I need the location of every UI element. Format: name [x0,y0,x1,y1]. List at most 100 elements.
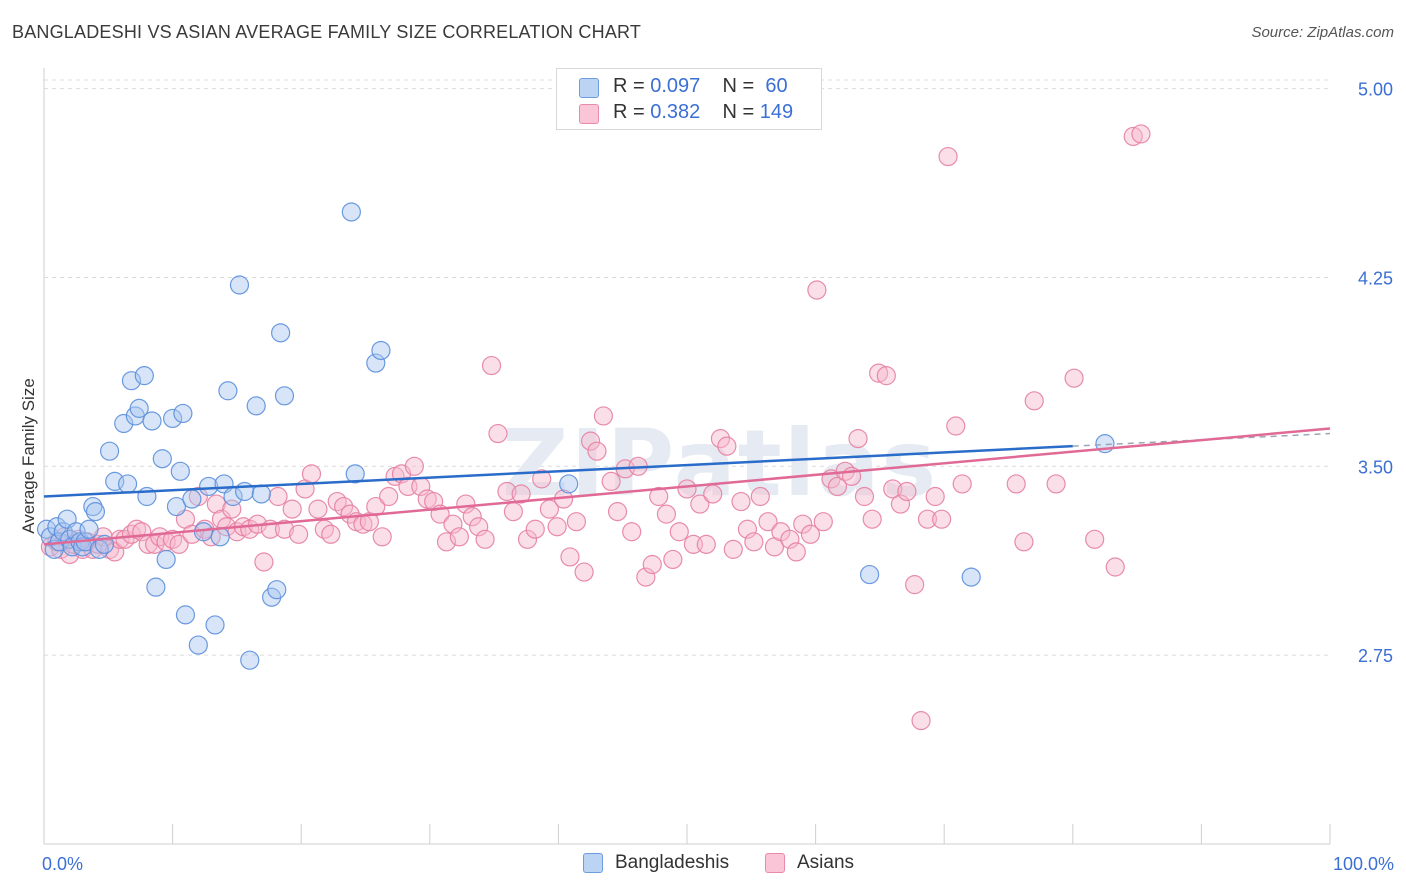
asians-point [731,491,751,512]
bangladeshis-trend-extension [1072,432,1331,447]
asians-point [669,522,689,542]
asians-point [169,534,189,554]
asians-point [475,529,495,549]
asians-point [862,509,882,529]
asians-point [1105,557,1125,577]
y-tick-label: 2.75 [1358,646,1393,666]
asians-point [289,524,309,544]
asians-point [268,486,288,507]
asians-point [574,562,594,582]
asians-point [607,502,628,522]
asians-point [663,549,683,570]
trend-lines [43,427,1331,546]
asians-point [449,527,469,547]
asians-point [525,519,545,539]
bangladeshis-point [559,474,579,494]
asians-point [869,363,889,383]
asians-point [813,512,833,532]
asians-point [308,499,328,519]
bangladeshis-point [121,371,142,391]
asians-point [1085,529,1105,549]
bangladeshis-point [134,366,154,386]
y-tick-label: 3.50 [1358,457,1393,477]
bangladeshis-point [199,476,219,497]
asians-point [488,423,508,444]
bangladeshis-point [129,398,149,418]
asians-point [1006,474,1026,494]
asians-point [580,431,601,451]
asians-point [593,406,614,426]
bangladeshis-point [146,577,166,597]
bangladeshis-point [860,564,880,585]
asians-point [443,514,463,534]
asians-point [274,519,295,539]
y-tick-label: 5.00 [1358,80,1393,100]
bangladeshis-point [251,484,271,504]
asians-point [737,519,758,539]
asians-point [1046,474,1066,494]
asians-point [539,499,559,519]
bangladeshis-point [229,275,250,295]
asians-point [1064,368,1084,388]
asians-point [854,486,875,507]
bangladeshis-point [47,517,67,537]
asians-points [40,124,1151,731]
chart-title: BANGLADESHI VS ASIAN AVERAGE FAMILY SIZE… [12,22,642,42]
bangladeshis-point [170,461,190,481]
bangladeshis-point [210,527,230,547]
bangladeshis-trend-line [43,444,1073,498]
bangladeshis-point [267,580,287,600]
asians-point [436,532,457,552]
asians-point [547,517,567,537]
legend-r-label: R = [613,101,645,123]
legend-label-bangladeshis: Bangladeshis [615,852,730,873]
y-tick-label: 4.25 [1358,268,1393,288]
source-label: Source: ZipAtlas.com [1251,24,1394,41]
asians-point [911,711,931,731]
asians-point [827,476,848,497]
legend-n-value: 60 [765,75,788,97]
bangladeshis-point [163,408,183,429]
asians-point [1131,124,1151,144]
asians-point [206,494,226,514]
asians-point [649,486,669,507]
bangladeshis-point [117,474,138,494]
asians-point [946,416,966,436]
asians-point [334,496,354,517]
y-axis-label: Average Family Size [19,378,38,534]
asians-point [163,529,183,549]
asians-point [517,529,538,549]
asians-point [372,527,392,547]
asians-point [917,509,938,529]
asians-point [938,146,958,167]
bangladeshis-points [36,202,1115,670]
bangladeshis-point [274,386,295,406]
asians-point [1123,126,1143,147]
y-tick-labels: 2.75 3.50 4.25 5.00 [1358,80,1393,667]
asians-point [677,479,697,499]
asians-point [1024,391,1044,411]
asians-point [703,484,723,504]
asians-point [793,514,813,534]
asians-point [1014,532,1034,552]
axes [43,68,1331,845]
x-tick-label-max: 100.0% [1333,854,1394,874]
bangladeshis-point [246,396,266,416]
asians-point [424,491,444,512]
bangladeshis-point [271,323,291,343]
asians-point [876,366,896,386]
asians-point [848,428,868,449]
bangladeshis-point [114,413,134,434]
bangladeshis-point [240,650,260,670]
asians-point [758,512,778,532]
bangladeshis-point [99,441,120,461]
bangladeshis-point [371,340,391,361]
legend-n-label: N = [722,75,755,97]
bangladeshis-point [40,527,61,547]
legend-swatch-pink [579,104,599,124]
asians-point [932,509,952,529]
bangladeshis-point [173,403,193,424]
asians-point [636,567,656,587]
asians-point [532,469,552,489]
